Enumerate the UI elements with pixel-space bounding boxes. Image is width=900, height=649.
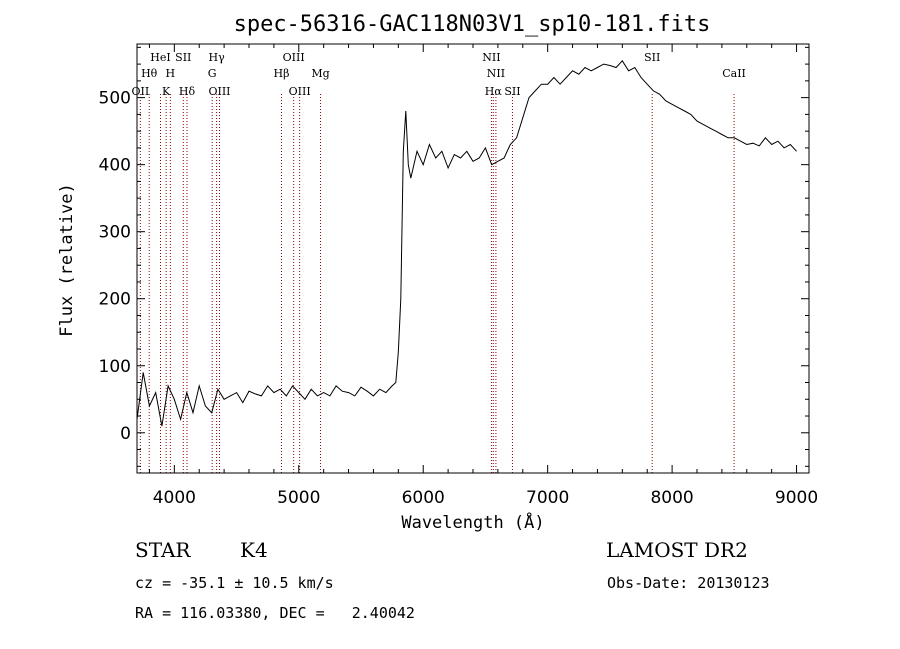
y-tick-label: 0: [120, 424, 131, 444]
y-tick-label: 500: [99, 89, 131, 109]
x-axis-label: Wavelength (Å): [401, 511, 544, 533]
spectral-line-markers: OIIHθHeIKHSIIHδHγGOIIIHβOIIIOIIIMgNIINII…: [132, 51, 746, 473]
survey-name: LAMOST DR2: [606, 538, 748, 562]
chart-title: spec-56316-GAC118N03V1_sp10-181.fits: [234, 12, 711, 37]
line-marker-label: K: [162, 85, 171, 98]
line-marker-label: Hδ: [179, 85, 196, 98]
line-marker-label: SII: [644, 51, 660, 64]
line-marker-label: Mg: [311, 67, 329, 80]
line-marker-label: HeI: [150, 51, 170, 64]
line-marker-label: G: [208, 67, 217, 80]
y-axis-label: Flux (relative): [57, 183, 77, 337]
y-tick-label: 300: [99, 223, 131, 243]
line-marker-label: NII: [487, 67, 505, 80]
line-marker-label: OIII: [289, 85, 311, 98]
spectrum-line: [136, 59, 797, 427]
x-axis-ticks: 4000 5000 6000 7000 8000 9000: [148, 44, 818, 508]
line-marker-label: Hα: [485, 85, 503, 98]
line-marker-label: SII: [504, 85, 520, 98]
y-tick-label: 400: [99, 156, 131, 176]
x-tick-label: 5000: [277, 488, 320, 508]
y-tick-label: 200: [99, 290, 131, 310]
line-marker-label: NII: [482, 51, 500, 64]
x-tick-label: 8000: [650, 488, 693, 508]
x-tick-label: 7000: [526, 488, 569, 508]
spectral-subclass: K4: [240, 538, 268, 562]
plot-frame: [136, 43, 810, 474]
x-tick-label: 6000: [402, 488, 445, 508]
line-marker-label: OIII: [208, 85, 230, 98]
x-tick-label: 4000: [153, 488, 196, 508]
line-marker-label: Hθ: [141, 67, 158, 80]
line-marker-label: SII: [175, 51, 191, 64]
redshift-cz: cz = -35.1 ± 10.5 km/s: [135, 574, 334, 592]
line-marker-label: OII: [132, 85, 150, 98]
y-axis-ticks: 0 100 200 300 400 500: [99, 46, 809, 467]
line-marker-label: CaII: [722, 67, 746, 80]
line-marker-label: Hγ: [209, 51, 226, 64]
line-marker-label: H: [166, 67, 176, 80]
observation-date: Obs-Date: 20130123: [607, 574, 770, 592]
line-marker-label: OIII: [283, 51, 305, 64]
line-marker-label: Hβ: [274, 67, 290, 80]
x-tick-label: 9000: [775, 488, 818, 508]
y-tick-label: 100: [99, 357, 131, 377]
coordinates: RA = 116.03380, DEC = 2.40042: [135, 604, 415, 622]
object-type: STAR: [135, 538, 191, 562]
